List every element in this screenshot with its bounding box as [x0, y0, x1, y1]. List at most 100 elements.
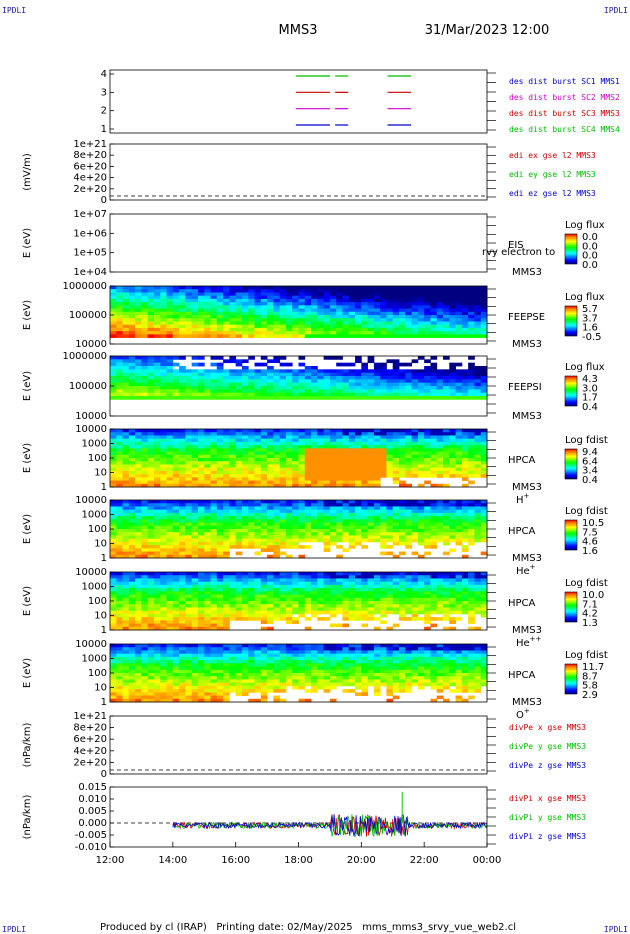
spectrogram-cell [128, 467, 136, 472]
spectrogram-cell [229, 467, 237, 472]
spectrogram-cell [367, 529, 375, 533]
spectrogram-cell [285, 461, 293, 465]
datetime-title: 31/Mar/2023 12:00 [425, 23, 550, 38]
spectrogram-cell [153, 286, 161, 290]
spectrogram-cell [147, 451, 155, 456]
spectrogram-cell [267, 302, 274, 306]
spectrogram-cell [386, 445, 394, 449]
spectrogram-cell [172, 588, 180, 592]
spectrogram-cell [110, 376, 117, 380]
spectrogram-cell [235, 379, 243, 384]
spectrogram-cell [135, 438, 142, 443]
spectrogram-cell [128, 554, 136, 559]
spectrogram-cell [468, 509, 475, 514]
spectrogram-cell [267, 458, 274, 462]
spectrogram-cell [185, 286, 193, 290]
overlay-label: rvy electron to [482, 247, 555, 258]
species-name: He [516, 638, 530, 649]
spectrogram-cell [147, 289, 155, 293]
spectrogram-cell [355, 435, 362, 440]
spectrogram-cell [116, 532, 123, 536]
spectrogram-cell [141, 454, 149, 459]
spectrogram-cell [405, 597, 412, 602]
spectrogram-cell [210, 302, 218, 306]
spectrogram-cell [323, 601, 331, 605]
spectrogram-cell [468, 464, 475, 469]
spectrogram-cell [260, 448, 268, 452]
spectrogram-cell [197, 464, 205, 469]
spectrogram-cell [153, 581, 161, 586]
spectrogram-cell [160, 302, 167, 306]
spectrogram-cell [417, 289, 425, 293]
spectrogram-cell [210, 545, 218, 549]
spectrogram-cell [392, 369, 400, 374]
spectrogram-cell [223, 386, 230, 390]
spacecraft-label: MMS3 [512, 482, 542, 493]
spectrogram-cell [128, 321, 136, 326]
spectrogram-cell [430, 572, 438, 576]
spectrogram-cell [399, 461, 406, 465]
spectrogram-cell [380, 591, 387, 595]
spectrogram-cell [348, 477, 356, 481]
spectrogram-cell [342, 535, 350, 540]
spectrogram-cell [449, 474, 456, 478]
spectrogram-cell [235, 448, 243, 452]
spectrogram-cell [311, 445, 318, 449]
spectrogram-cell [380, 607, 387, 612]
spectrogram-cell [204, 477, 211, 481]
spectrogram-cell [273, 382, 281, 387]
spectrogram-cell [122, 467, 130, 472]
spectrogram-cell [399, 379, 406, 384]
spectrogram-cell [116, 676, 123, 680]
spectrogram-cell [122, 451, 130, 456]
spectrogram-cell [216, 594, 224, 599]
spectrogram-cell [392, 461, 400, 465]
spectrogram-cell [248, 604, 255, 608]
spectrogram-cell [355, 538, 362, 543]
spectrogram-cell [474, 597, 482, 602]
spectrogram-cell [204, 535, 211, 540]
spectrogram-cell [298, 389, 306, 394]
spectrogram-cell [110, 617, 117, 621]
spectrogram-cell [449, 516, 456, 520]
spectrogram-cell [317, 451, 325, 456]
spectrogram-cell [147, 607, 155, 612]
spectrogram-cell [474, 438, 482, 443]
spectrogram-cell [248, 464, 255, 469]
spectrogram-cell [128, 435, 136, 440]
spectrogram-cell [342, 610, 350, 615]
spectrogram-cell [304, 389, 312, 394]
spectrogram-cell [135, 467, 142, 472]
spectrogram-cell [166, 584, 174, 589]
spectrogram-cell [348, 529, 356, 533]
spectrogram-cell [455, 516, 463, 520]
spectrogram-cell [204, 575, 211, 579]
spectrogram-cell [474, 327, 482, 332]
spectrogram-cell [172, 698, 180, 703]
colorbar-tick-label: 5.7 [582, 304, 598, 315]
spectrogram-cell [285, 298, 293, 303]
spectrogram-cell [336, 581, 343, 586]
spectrogram-cell [110, 597, 117, 602]
spectrogram-cell [116, 610, 123, 615]
spectrogram-cell [468, 327, 475, 332]
spectrogram-cell [298, 386, 306, 390]
spectrogram-cell [229, 448, 237, 452]
spectrogram-cell [135, 535, 142, 540]
spectrogram-cell [292, 538, 299, 543]
spectrogram-cell [223, 441, 230, 446]
spectrogram-cell [179, 315, 186, 319]
spectrogram-cell [317, 334, 325, 338]
legend-entry: des dist burst SC1 MMS1 [509, 77, 620, 86]
spectrogram-cell [135, 529, 142, 533]
spectrogram-cell [179, 591, 186, 595]
spectrogram-cell [323, 477, 331, 481]
spectrogram-cell [110, 575, 117, 579]
spectrogram-cell [392, 474, 400, 478]
spectrogram-cell [116, 626, 123, 631]
spectrogram-cell [361, 369, 369, 374]
spectrogram-cell [443, 483, 450, 488]
spectrogram-cell [430, 305, 438, 309]
spectrogram-cell [128, 292, 136, 297]
spectrogram-cell [480, 441, 488, 446]
